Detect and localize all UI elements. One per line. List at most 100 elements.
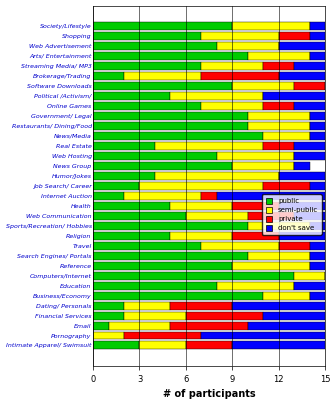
- Bar: [279, 32, 310, 40]
- Bar: [201, 192, 217, 200]
- Bar: [93, 22, 233, 30]
- Bar: [93, 32, 201, 40]
- Bar: [233, 22, 310, 30]
- Bar: [93, 311, 124, 320]
- Bar: [201, 32, 279, 40]
- Bar: [233, 82, 294, 90]
- Bar: [93, 162, 233, 170]
- Bar: [310, 132, 325, 140]
- Bar: [263, 102, 294, 110]
- Bar: [201, 242, 279, 249]
- Bar: [201, 332, 325, 339]
- Bar: [139, 182, 263, 190]
- Bar: [310, 52, 325, 60]
- Bar: [294, 142, 325, 150]
- Bar: [93, 272, 294, 279]
- Bar: [109, 322, 170, 330]
- Bar: [93, 222, 248, 230]
- Bar: [93, 42, 217, 50]
- Bar: [124, 72, 201, 80]
- Bar: [248, 252, 310, 260]
- Bar: [93, 182, 139, 190]
- Bar: [279, 232, 325, 240]
- Bar: [294, 62, 325, 70]
- Bar: [294, 281, 325, 290]
- Bar: [93, 292, 263, 300]
- Bar: [93, 202, 170, 210]
- Bar: [279, 42, 325, 50]
- Bar: [217, 192, 325, 200]
- Bar: [310, 32, 325, 40]
- Bar: [186, 212, 248, 220]
- Bar: [233, 202, 279, 210]
- Bar: [201, 72, 279, 80]
- Bar: [170, 302, 233, 309]
- Bar: [310, 222, 325, 230]
- Bar: [263, 182, 310, 190]
- Bar: [93, 62, 201, 70]
- Bar: [294, 152, 325, 160]
- Bar: [170, 232, 233, 240]
- Bar: [310, 292, 325, 300]
- Bar: [93, 172, 155, 180]
- Bar: [217, 42, 279, 50]
- Bar: [139, 341, 186, 350]
- Bar: [93, 281, 217, 290]
- Bar: [93, 92, 170, 100]
- Bar: [233, 302, 325, 309]
- Bar: [310, 182, 325, 190]
- Bar: [248, 122, 310, 130]
- Bar: [263, 142, 294, 150]
- Bar: [93, 52, 248, 60]
- Bar: [93, 82, 233, 90]
- Bar: [170, 322, 248, 330]
- Bar: [263, 92, 325, 100]
- Bar: [310, 112, 325, 120]
- Bar: [186, 341, 233, 350]
- Bar: [310, 262, 325, 270]
- Bar: [93, 152, 217, 160]
- Bar: [124, 192, 201, 200]
- Bar: [93, 192, 124, 200]
- Bar: [263, 311, 325, 320]
- Bar: [93, 252, 248, 260]
- Bar: [233, 232, 279, 240]
- Bar: [93, 102, 201, 110]
- Bar: [93, 72, 124, 80]
- Legend: public, semi-public, private, don't save: public, semi-public, private, don't save: [262, 194, 322, 235]
- Bar: [93, 142, 155, 150]
- Bar: [248, 212, 294, 220]
- Bar: [93, 112, 248, 120]
- Bar: [248, 112, 310, 120]
- Bar: [93, 242, 201, 249]
- Bar: [233, 162, 294, 170]
- Bar: [294, 212, 325, 220]
- Bar: [310, 242, 325, 249]
- Bar: [294, 162, 310, 170]
- Bar: [248, 322, 325, 330]
- Bar: [279, 202, 325, 210]
- Bar: [294, 102, 325, 110]
- Bar: [279, 172, 325, 180]
- Bar: [93, 332, 124, 339]
- Bar: [186, 311, 263, 320]
- Bar: [93, 212, 186, 220]
- Bar: [93, 302, 124, 309]
- Bar: [294, 82, 325, 90]
- Bar: [155, 142, 263, 150]
- X-axis label: # of participants: # of participants: [163, 390, 255, 399]
- Bar: [217, 281, 294, 290]
- Bar: [294, 272, 325, 279]
- Bar: [93, 122, 248, 130]
- Bar: [93, 262, 233, 270]
- Bar: [201, 62, 263, 70]
- Bar: [263, 132, 310, 140]
- Bar: [124, 302, 170, 309]
- Bar: [155, 172, 279, 180]
- Bar: [170, 92, 263, 100]
- Bar: [279, 72, 325, 80]
- Bar: [279, 242, 310, 249]
- Bar: [310, 122, 325, 130]
- Bar: [233, 341, 325, 350]
- Bar: [201, 102, 263, 110]
